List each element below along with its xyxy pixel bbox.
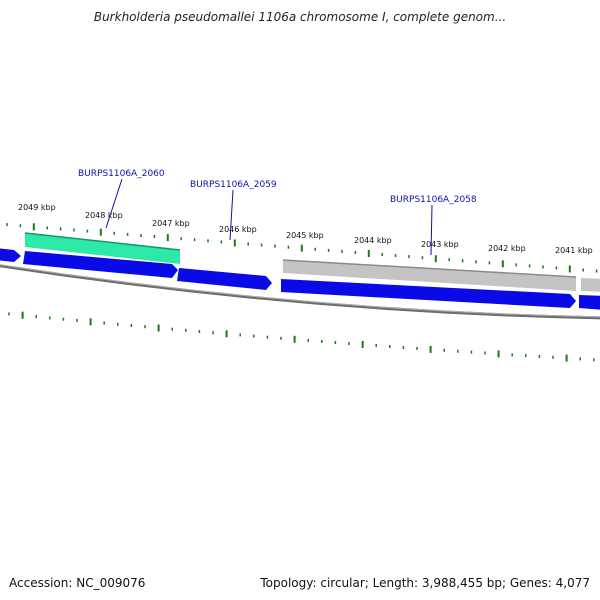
kbp-label: 2047 kbp [152,219,190,228]
kbp-label: 2042 kbp [488,244,526,253]
topology-summary: Topology: circular; Length: 3,988,455 bp… [260,576,590,590]
inner-scale-ticks [8,311,595,362]
kbp-label: 2045 kbp [286,231,324,240]
gene-arrow-2059[interactable] [177,268,272,290]
kbp-label: 2044 kbp [354,236,392,245]
kbp-label: 2048 kbp [85,211,123,220]
kbp-label: 2049 kbp [18,203,56,212]
kbp-label: 2046 kbp [219,225,257,234]
gene-arrow-left-edge[interactable] [0,248,21,262]
genome-title: Burkholderia pseudomallei 1106a chromoso… [93,10,507,24]
gene-arrow-2058[interactable] [281,279,576,308]
genome-backbone [0,264,600,320]
gene-label-2060[interactable]: BURPS1106A_2060 [78,169,165,179]
outer-scale-ticks [6,223,598,273]
gray-feature-edge [282,259,577,278]
gene-highlight-2060[interactable] [25,233,180,264]
gene-arrow-right-edge[interactable] [579,295,600,310]
gene-label-2059[interactable]: BURPS1106A_2059 [190,180,277,190]
kbp-label: 2041 kbp [555,246,593,255]
gene-label-leader [105,178,123,229]
gene-label-leader [229,189,234,241]
gray-feature-band [283,260,576,291]
gene-label-leader [430,204,433,256]
gray-feature-band-right [581,278,600,292]
kbp-label: 2043 kbp [421,240,459,249]
accession-text: Accession: NC_009076 [9,576,146,590]
gene-highlight-edge [24,232,181,251]
genome-backbone-highlight [0,264,600,318]
gene-arrow-2060[interactable] [23,251,178,278]
gene-label-2058[interactable]: BURPS1106A_2058 [390,195,477,205]
